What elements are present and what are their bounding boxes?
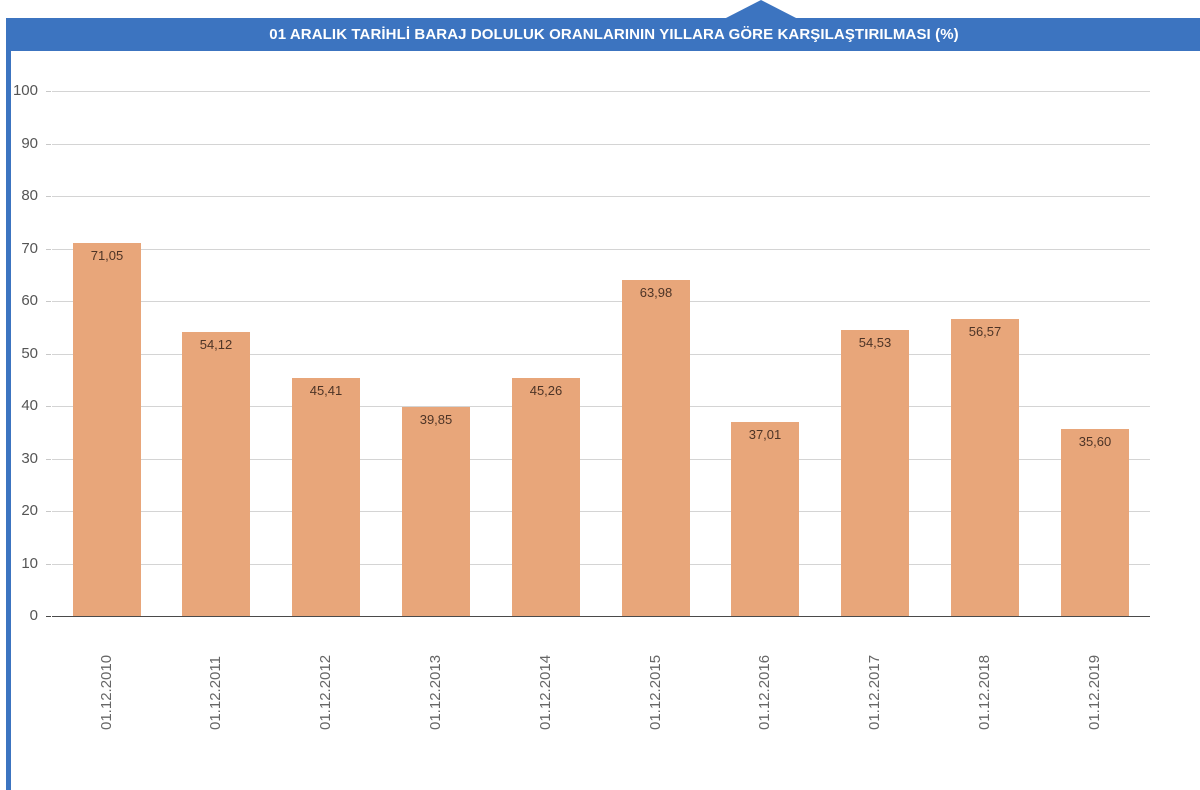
panel-tab-pointer bbox=[724, 0, 798, 19]
x-axis-category-label: 01.12.2016 bbox=[756, 654, 773, 730]
gridline bbox=[52, 301, 1150, 302]
y-tick-mark bbox=[46, 301, 51, 302]
gridline bbox=[52, 354, 1150, 355]
bar-01.12.2012[interactable]: 45,41 bbox=[292, 378, 360, 616]
x-axis-category-label: 01.12.2018 bbox=[976, 654, 993, 730]
x-axis-category-label: 01.12.2014 bbox=[537, 654, 554, 730]
y-axis-tick-label: 10 bbox=[21, 555, 38, 572]
bar-value-label: 37,01 bbox=[748, 427, 782, 442]
y-axis-tick-label: 100 bbox=[12, 82, 38, 99]
gridline bbox=[52, 511, 1150, 512]
gridline bbox=[52, 564, 1150, 565]
bar-01.12.2014[interactable]: 45,26 bbox=[512, 378, 580, 616]
y-tick-mark bbox=[46, 459, 51, 460]
y-axis-tick-label: 90 bbox=[21, 135, 38, 152]
bar-01.12.2013[interactable]: 39,85 bbox=[402, 407, 470, 616]
y-tick-mark bbox=[46, 354, 51, 355]
bar-01.12.2010[interactable]: 71,05 bbox=[73, 243, 141, 616]
bar-value-label: 63,98 bbox=[639, 285, 673, 300]
bar-value-label: 54,53 bbox=[858, 335, 892, 350]
x-axis-category-label: 01.12.2011 bbox=[207, 656, 224, 730]
bar-01.12.2016[interactable]: 37,01 bbox=[731, 422, 799, 616]
y-axis-tick-label: 0 bbox=[29, 607, 38, 624]
gridline bbox=[52, 459, 1150, 460]
x-axis-category-label: 01.12.2017 bbox=[866, 654, 883, 730]
y-axis-tick-label: 50 bbox=[21, 345, 38, 362]
panel-left-border bbox=[6, 18, 11, 790]
y-axis-tick-label: 60 bbox=[21, 292, 38, 309]
gridline bbox=[52, 249, 1150, 250]
y-axis-tick-label: 40 bbox=[21, 397, 38, 414]
bar-value-label: 54,12 bbox=[199, 337, 233, 352]
chart-header: 01 ARALIK TARİHLİ BARAJ DOLULUK ORANLARI… bbox=[6, 18, 1200, 51]
bar-01.12.2018[interactable]: 56,57 bbox=[951, 319, 1019, 616]
x-axis-category-label: 01.12.2013 bbox=[427, 654, 444, 730]
bar-value-label: 39,85 bbox=[419, 412, 453, 427]
x-axis-category-label: 01.12.2019 bbox=[1086, 654, 1103, 730]
y-tick-mark bbox=[46, 406, 51, 407]
y-axis-tick-label: 20 bbox=[21, 502, 38, 519]
y-tick-mark bbox=[46, 196, 51, 197]
y-tick-mark bbox=[46, 511, 51, 512]
x-axis-category-label: 01.12.2015 bbox=[647, 654, 664, 730]
x-axis-baseline bbox=[52, 616, 1150, 617]
bar-01.12.2017[interactable]: 54,53 bbox=[841, 330, 909, 616]
bar-value-label: 45,41 bbox=[309, 383, 343, 398]
bar-value-label: 35,60 bbox=[1078, 434, 1112, 449]
y-tick-mark bbox=[46, 564, 51, 565]
bar-value-label: 56,57 bbox=[968, 324, 1002, 339]
gridline bbox=[52, 406, 1150, 407]
bar-01.12.2011[interactable]: 54,12 bbox=[182, 332, 250, 616]
x-axis-category-label: 01.12.2012 bbox=[317, 654, 334, 730]
y-axis-tick-label: 70 bbox=[21, 240, 38, 257]
y-axis-tick-label: 80 bbox=[21, 187, 38, 204]
gridline bbox=[52, 196, 1150, 197]
bar-01.12.2019[interactable]: 35,60 bbox=[1061, 429, 1129, 616]
bar-value-label: 45,26 bbox=[529, 383, 563, 398]
y-tick-mark bbox=[46, 249, 51, 250]
x-axis-category-label: 01.12.2010 bbox=[98, 654, 115, 730]
chart-title: 01 ARALIK TARİHLİ BARAJ DOLULUK ORANLARI… bbox=[269, 26, 959, 43]
gridline bbox=[52, 144, 1150, 145]
gridline bbox=[52, 91, 1150, 92]
y-tick-mark bbox=[46, 616, 51, 617]
bar-value-label: 71,05 bbox=[90, 248, 124, 263]
y-axis-tick-label: 30 bbox=[21, 450, 38, 467]
y-tick-mark bbox=[46, 144, 51, 145]
bar-01.12.2015[interactable]: 63,98 bbox=[622, 280, 690, 616]
y-tick-mark bbox=[46, 91, 51, 92]
